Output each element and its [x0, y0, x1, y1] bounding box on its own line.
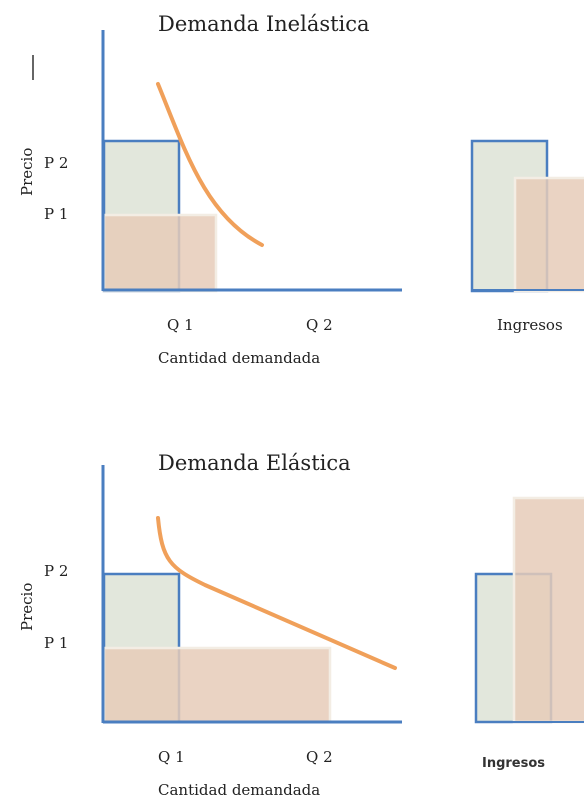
elastic-p1-label: P 1 — [44, 634, 68, 652]
elastic-q2-label: Q 2 — [306, 748, 333, 766]
inelastic-p2-label: P 2 — [44, 154, 68, 172]
inelastic-ingresos-label: Ingresos — [497, 316, 563, 334]
inelastic-ingresos-p1-bar — [513, 176, 584, 293]
elastic-ingresos-p1-bar — [512, 496, 584, 724]
elastic-revenue-p1-rect — [102, 646, 332, 724]
inelastic-p1-label: P 1 — [44, 205, 68, 223]
inelastic-title: Demanda Inelástica — [158, 12, 370, 36]
inelastic-demand-curve — [156, 82, 264, 247]
inelastic-y-label: Precio — [18, 148, 36, 196]
elastic-x-label: Cantidad demandada — [158, 781, 320, 799]
inelastic-panel: Demanda Inelástica Precio P 2 P 1 Q 1 Q … — [18, 12, 584, 367]
elastic-demand-curve — [156, 516, 397, 670]
elastic-ingresos-label: Ingresos — [482, 756, 545, 771]
elastic-y-label: Precio — [18, 583, 36, 631]
inelastic-x-label: Cantidad demandada — [158, 349, 320, 367]
inelastic-q2-label: Q 2 — [306, 316, 333, 334]
elastic-p2-label: P 2 — [44, 562, 68, 580]
inelastic-q1-label: Q 1 — [167, 316, 194, 334]
elastic-q1-label: Q 1 — [158, 748, 185, 766]
elastic-title: Demanda Elástica — [158, 451, 351, 475]
elastic-panel: Demanda Elástica Precio P 2 P 1 Q 1 Q 2 … — [18, 451, 584, 799]
inelastic-revenue-p1-rect — [102, 213, 218, 293]
